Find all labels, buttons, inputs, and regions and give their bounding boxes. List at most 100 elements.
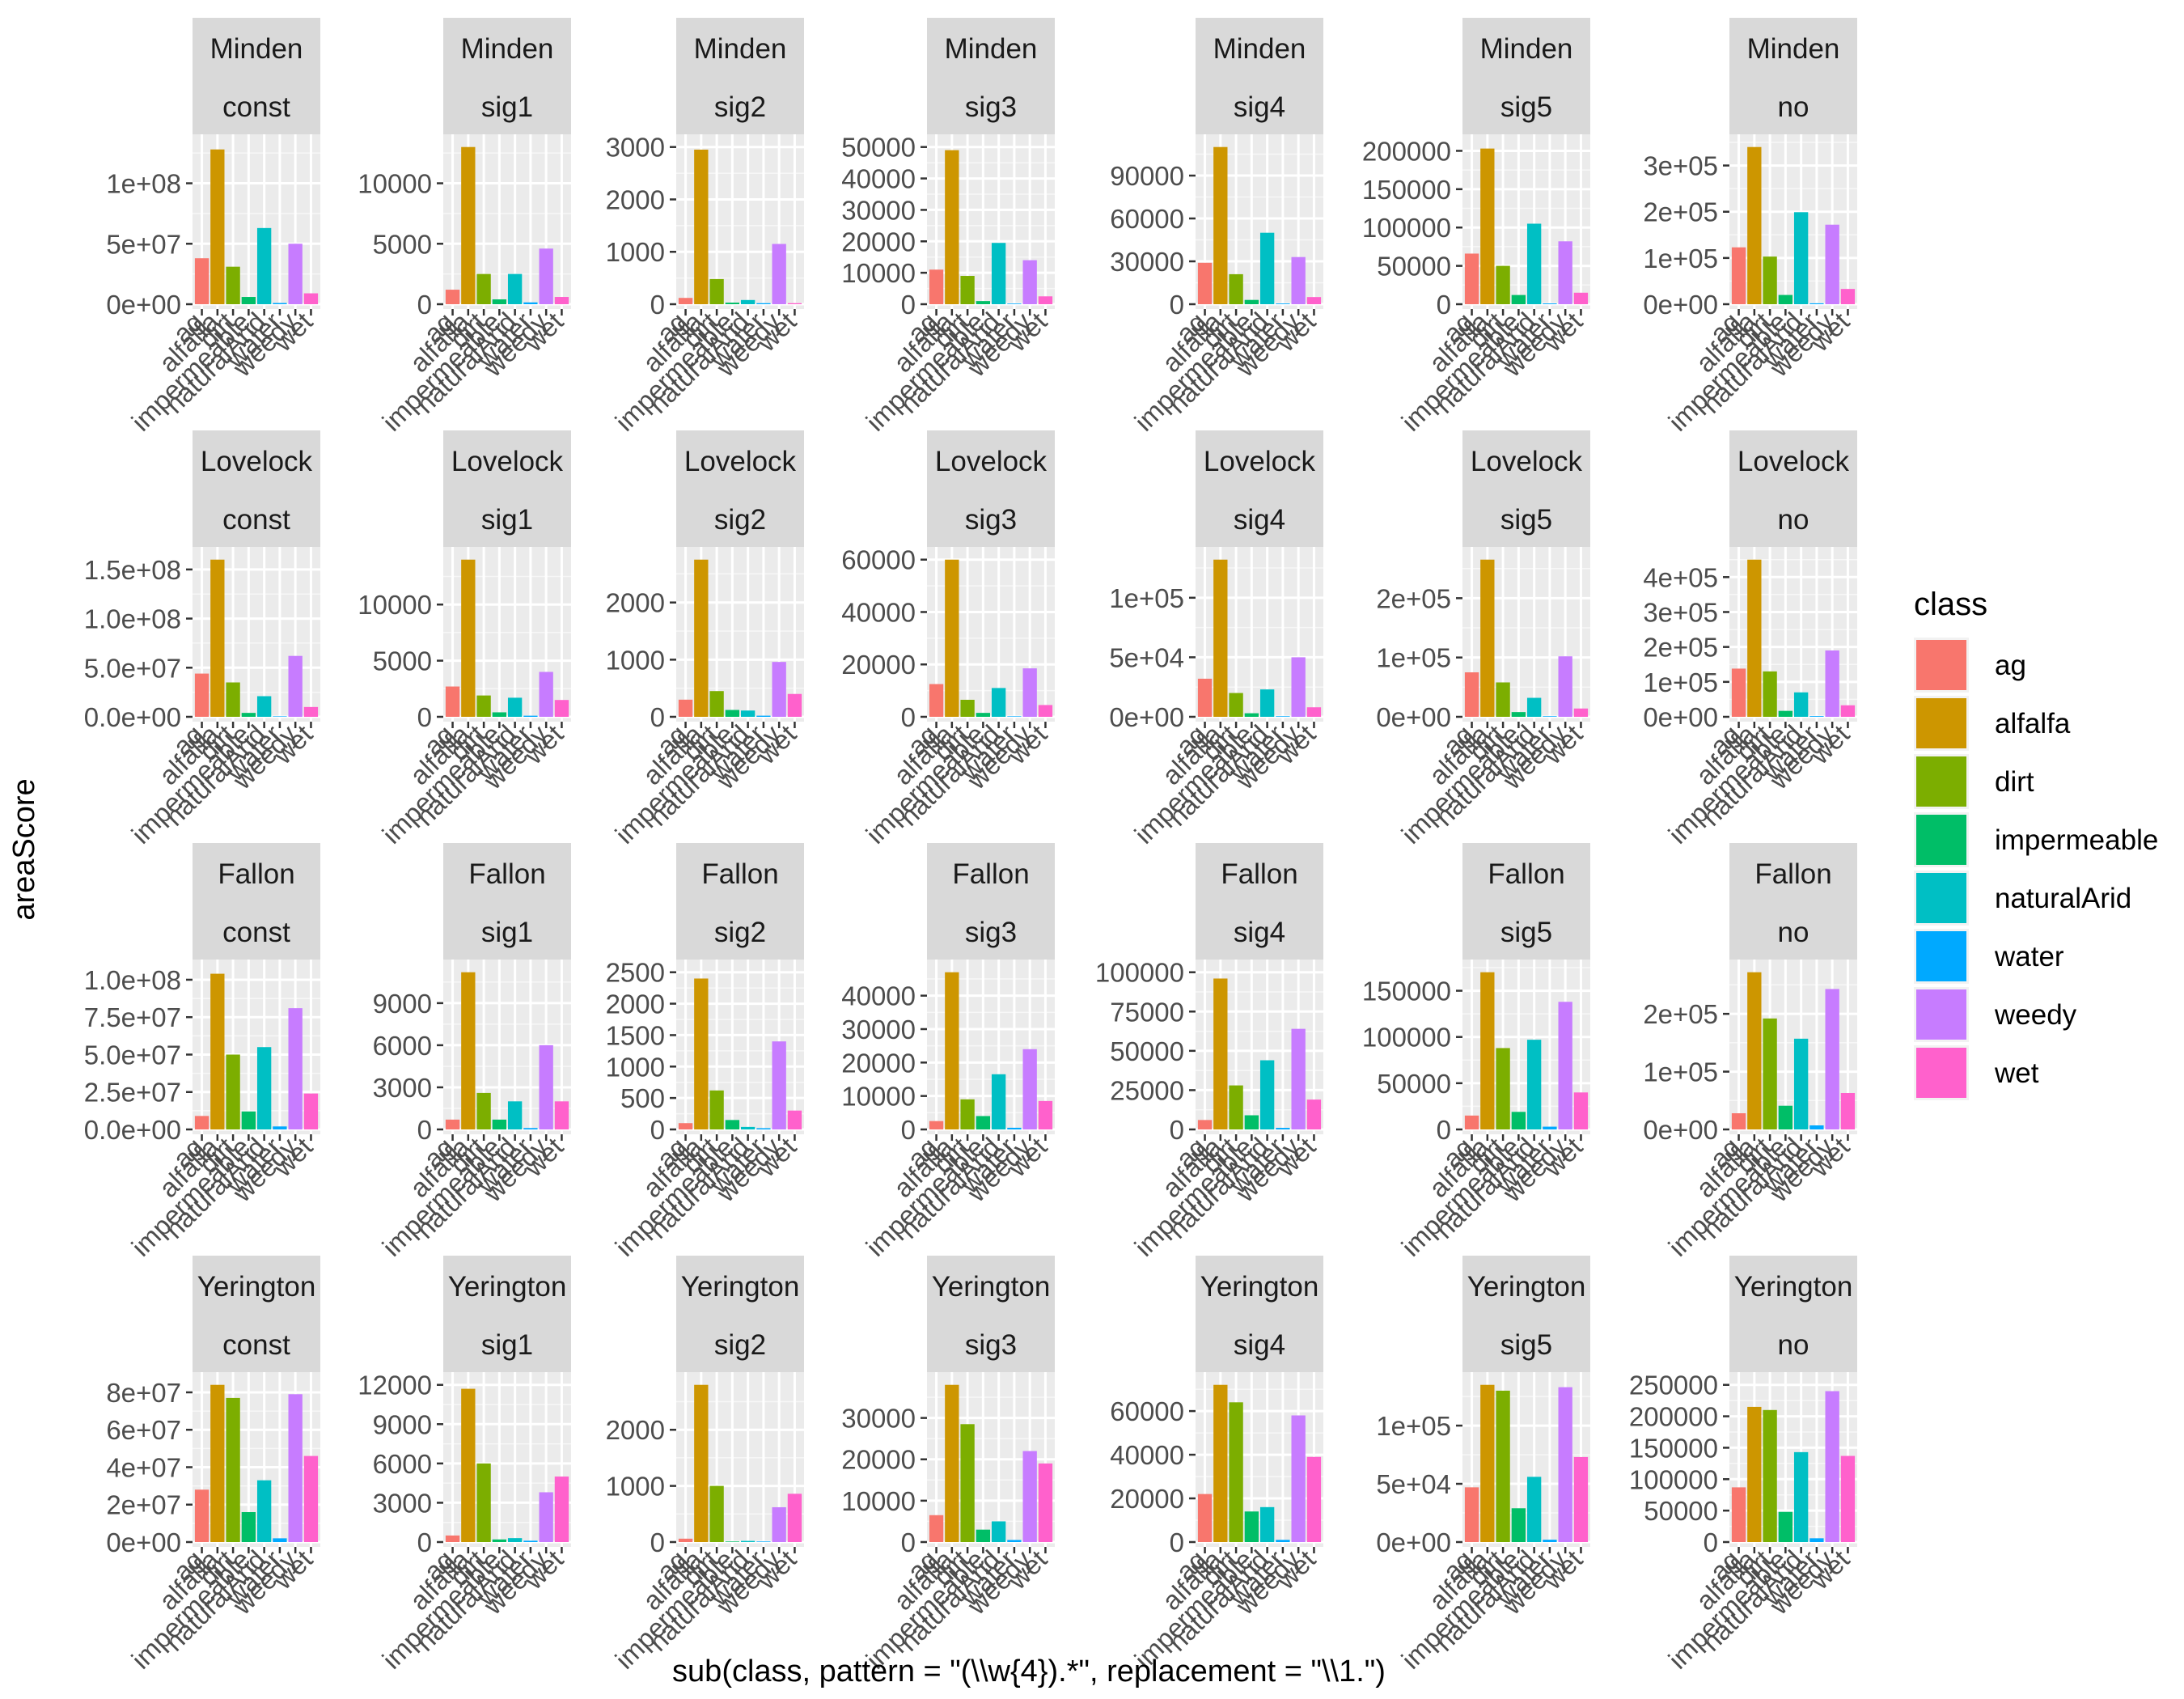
- bar-impermeable: [725, 710, 740, 717]
- bar-naturalArid: [1526, 1040, 1542, 1129]
- y-tick-label: 2500: [606, 958, 665, 988]
- bar-ag: [1464, 672, 1479, 717]
- bar-ag: [929, 684, 944, 717]
- y-tick-label: 25000: [1110, 1075, 1184, 1105]
- facet-site-label: Yerington: [932, 1271, 1051, 1303]
- y-tick-label: 2e+05: [1643, 999, 1718, 1029]
- y-tick-label: 0: [1704, 1527, 1718, 1557]
- bar-weedy: [772, 662, 786, 717]
- bar-alfalfa: [1213, 559, 1228, 717]
- y-tick-label: 20000: [841, 1445, 916, 1475]
- bar-naturalArid: [1526, 697, 1542, 717]
- bar-impermeable: [241, 297, 256, 304]
- bar-weedy: [1558, 1387, 1572, 1542]
- facet-strip: [443, 1256, 571, 1372]
- facet-panel: Yeringtonsig1030006000900012000agalfalfa…: [358, 1256, 571, 1675]
- bar-naturalArid: [256, 227, 272, 304]
- bar-alfalfa: [1747, 559, 1762, 717]
- bar-water: [1276, 1128, 1290, 1129]
- facet-method-label: sig5: [1500, 1329, 1552, 1361]
- facet-panel: Mindensig5050000100000150000200000agalfa…: [1362, 18, 1590, 437]
- y-tick-label: 3000: [373, 1073, 432, 1103]
- facet-panel: Yeringtonsig30100002000030000agalfalfadi…: [841, 1256, 1055, 1675]
- facet-panel: Yeringtonsig2010002000agalfalfadirtimper…: [606, 1256, 804, 1675]
- y-tick-label: 40000: [841, 597, 916, 627]
- y-tick-label: 1.0e+08: [84, 604, 181, 634]
- facet-panel: Fallonsig10300060009000agalfalfadirtimpe…: [373, 843, 571, 1262]
- y-tick-label: 0e+00: [1643, 1115, 1718, 1145]
- bar-alfalfa: [694, 149, 709, 304]
- bar-impermeable: [241, 1511, 256, 1542]
- y-tick-label: 75000: [1110, 997, 1184, 1027]
- legend-item-alfalfa: alfalfa: [1914, 696, 2071, 751]
- y-tick-label: 0: [1170, 290, 1184, 320]
- bar-impermeable: [1778, 1511, 1793, 1542]
- bar-weedy: [1022, 668, 1037, 717]
- bar-water: [273, 303, 287, 304]
- y-tick-label: 12000: [358, 1371, 432, 1400]
- bar-alfalfa: [1480, 148, 1495, 304]
- bar-ag: [1464, 1487, 1479, 1542]
- bar-alfalfa: [945, 559, 959, 717]
- facet-strip: [1462, 843, 1590, 960]
- y-tick-label: 0: [650, 702, 665, 732]
- facet-method-label: sig4: [1234, 917, 1285, 948]
- bar-impermeable: [976, 713, 991, 717]
- facet-site-label: Minden: [1213, 33, 1306, 65]
- legend-swatch: [1916, 931, 1966, 981]
- facet-site-label: Yerington: [1734, 1271, 1853, 1303]
- bar-naturalArid: [740, 1126, 756, 1129]
- bar-water: [756, 1541, 771, 1542]
- y-tick-label: 6000: [373, 1449, 432, 1479]
- facet-method-label: sig4: [1234, 504, 1285, 536]
- y-tick-label: 50000: [1110, 1036, 1184, 1066]
- bar-wet: [1306, 1099, 1322, 1129]
- y-tick-label: 10000: [358, 590, 432, 620]
- bar-naturalArid: [1793, 692, 1809, 717]
- bar-wet: [1840, 289, 1856, 304]
- y-tick-label: 0: [1170, 1115, 1184, 1145]
- y-tick-label: 0e+00: [106, 290, 181, 320]
- facet-strip: [193, 843, 320, 960]
- bar-ag: [445, 290, 460, 304]
- facet-strip: [1196, 843, 1323, 960]
- facet-panel: Mindensig301000020000300004000050000agal…: [841, 18, 1055, 437]
- facet-site-label: Fallon: [1754, 858, 1831, 890]
- bar-dirt: [709, 1485, 724, 1542]
- facet-strip: [1462, 1256, 1590, 1372]
- facet-method-label: sig1: [481, 917, 533, 948]
- bar-alfalfa: [1747, 1406, 1762, 1542]
- y-tick-label: 1e+05: [1643, 667, 1718, 697]
- facet-site-label: Minden: [1480, 33, 1573, 65]
- legend-item-weedy: weedy: [1914, 987, 2077, 1042]
- bar-alfalfa: [461, 1388, 476, 1542]
- bar-dirt: [476, 273, 491, 304]
- bar-alfalfa: [461, 559, 476, 717]
- y-tick-label: 1000: [606, 645, 665, 675]
- bar-alfalfa: [694, 559, 709, 717]
- bar-wet: [1038, 296, 1053, 304]
- facet-panel: Lovelocksig40e+005e+041e+05agalfalfadirt…: [1109, 430, 1323, 850]
- bar-dirt: [476, 695, 491, 717]
- bar-wet: [1840, 1093, 1856, 1129]
- facet-panel: Yeringtonsig40200004000060000agalfalfadi…: [1110, 1256, 1323, 1675]
- y-tick-label: 1e+05: [1643, 244, 1718, 273]
- y-tick-label: 10000: [841, 1486, 916, 1516]
- y-tick-label: 3e+05: [1643, 151, 1718, 181]
- legend-swatch: [1916, 640, 1966, 690]
- facet-strip: [927, 430, 1055, 547]
- facet-site-label: Fallon: [1488, 858, 1564, 890]
- bar-ag: [194, 1489, 210, 1542]
- bar-naturalArid: [991, 1521, 1006, 1542]
- bar-impermeable: [241, 713, 256, 717]
- bar-weedy: [288, 1008, 303, 1129]
- bar-wet: [1840, 1455, 1856, 1542]
- bar-dirt: [1229, 1402, 1243, 1542]
- y-tick-label: 4e+05: [1643, 562, 1718, 592]
- bar-weedy: [1022, 260, 1037, 304]
- bar-weedy: [539, 1492, 553, 1542]
- y-tick-label: 500: [620, 1083, 665, 1113]
- facet-method-label: sig1: [481, 1329, 533, 1361]
- facet-site-label: Lovelock: [935, 446, 1048, 477]
- bar-alfalfa: [210, 149, 225, 304]
